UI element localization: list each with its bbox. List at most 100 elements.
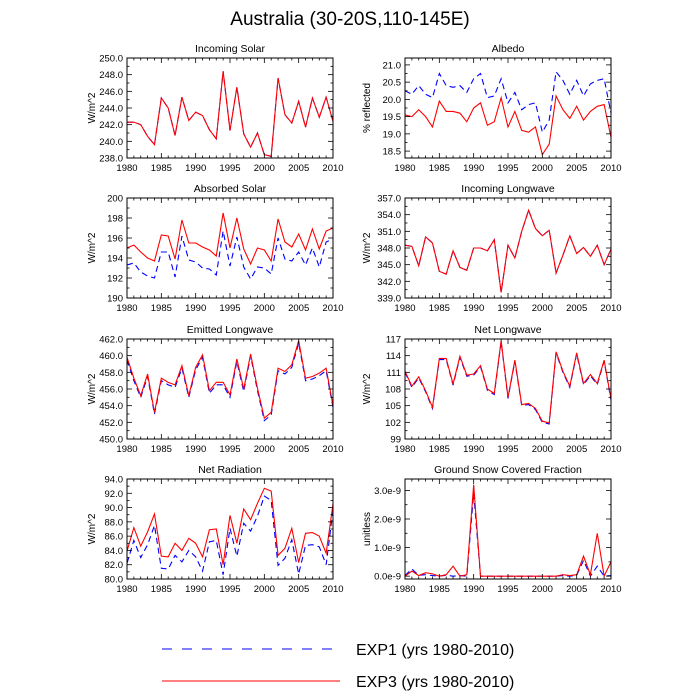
x-tick-label: 1995 [497, 584, 518, 595]
x-tick-label: 2005 [566, 584, 587, 595]
chart-panel-4: Incoming Longwave 1980 1985 1990 1995 2000 200… [362, 183, 622, 314]
series-line-exp1 [127, 230, 333, 281]
x-tick-label: 1995 [219, 303, 240, 314]
y-axis-label: W/m^2 [362, 373, 373, 404]
chart-panel-6: Net Longwave 1980 1985 1990 1995 2000 2005 2010… [362, 324, 622, 455]
y-tick-label: 339.0 [377, 294, 401, 305]
y-tick-label: 246.0 [99, 87, 123, 98]
y-tick-label: 80.0 [105, 575, 124, 586]
series-line-exp3 [405, 484, 611, 578]
y-tick-label: 456.0 [99, 385, 123, 396]
x-tick-label: 1985 [151, 584, 172, 595]
y-tick-label: 244.0 [99, 104, 123, 115]
x-tick-label: 1985 [429, 303, 450, 314]
x-tick-label: 1985 [151, 444, 172, 455]
x-tick-label: 2000 [532, 163, 553, 174]
x-tick-label: 2005 [566, 444, 587, 455]
y-tick-label: 462.0 [99, 335, 123, 346]
y-tick-label: 250.0 [99, 54, 123, 65]
chart-panel-3: Absorbed Solar 1980 1985 1990 1995 2000 2005 20… [87, 183, 344, 314]
y-tick-label: 200 [107, 194, 123, 205]
y-tick-label: 90.0 [105, 503, 124, 514]
y-tick-label: 357.0 [377, 194, 401, 205]
panel-title: Net Radiation [198, 464, 262, 476]
y-tick-label: 192 [107, 274, 123, 285]
x-tick-label: 2000 [254, 584, 275, 595]
x-tick-label: 2000 [532, 303, 553, 314]
y-tick-label: 348.0 [377, 244, 401, 255]
x-tick-label: 2000 [532, 584, 553, 595]
series-line-exp3 [405, 208, 611, 293]
y-tick-label: 117 [386, 335, 401, 346]
x-tick-label: 2010 [600, 444, 621, 455]
y-tick-label: 242.0 [99, 120, 123, 131]
x-tick-label: 2005 [566, 303, 587, 314]
x-tick-label: 2010 [600, 584, 621, 595]
panel-title: Incoming Longwave [461, 183, 555, 195]
x-tick-label: 1980 [394, 584, 415, 595]
y-tick-label: 102 [385, 418, 401, 429]
y-tick-label: 84.0 [105, 546, 124, 557]
y-tick-label: 2.0e-9 [374, 515, 401, 526]
x-tick-label: 1980 [116, 584, 137, 595]
y-tick-label: 21.0 [383, 60, 402, 71]
x-tick-label: 2010 [600, 303, 621, 314]
panel-title: Emitted Longwave [187, 324, 274, 336]
y-tick-label: 248.0 [99, 70, 123, 81]
x-tick-label: 2010 [600, 163, 621, 174]
y-tick-label: 351.0 [377, 227, 401, 238]
x-tick-label: 1995 [219, 163, 240, 174]
y-tick-label: 111 [387, 368, 401, 379]
y-tick-label: 20.5 [383, 78, 402, 89]
y-tick-label: 1.0e-9 [374, 543, 401, 554]
panel-title: Absorbed Solar [194, 183, 267, 195]
y-tick-label: 20.0 [383, 95, 402, 106]
series-line-exp1 [405, 208, 611, 293]
y-tick-label: 3.0e-9 [374, 486, 401, 497]
x-tick-label: 1995 [497, 163, 518, 174]
x-tick-label: 2000 [254, 444, 275, 455]
y-tick-label: 19.5 [383, 112, 402, 123]
y-axis-label: W/m^2 [87, 232, 98, 263]
panel-title: Incoming Solar [195, 43, 266, 55]
y-tick-label: 114 [386, 351, 401, 362]
x-tick-label: 1990 [463, 163, 484, 174]
x-tick-label: 2005 [288, 444, 309, 455]
y-tick-label: 94.0 [105, 475, 124, 486]
chart-panel-2: Albedo 1980 1985 1990 1995 2000 2005 2010 18.5 19… [362, 43, 622, 174]
y-tick-label: 238.0 [99, 154, 123, 165]
y-axis-label: W/m^2 [87, 513, 98, 544]
y-tick-label: 0.0e-9 [374, 572, 401, 583]
y-tick-label: 452.0 [99, 418, 123, 429]
x-tick-label: 1995 [497, 303, 518, 314]
x-tick-label: 2005 [566, 163, 587, 174]
y-tick-label: 345.0 [377, 260, 401, 271]
y-tick-label: 99 [390, 435, 401, 446]
y-tick-label: 105 [385, 401, 401, 412]
chart-panel-5: Emitted Longwave 1980 1985 1990 1995 2000 2005… [87, 324, 344, 455]
series-line-exp3 [127, 71, 333, 158]
x-tick-label: 1985 [151, 303, 172, 314]
y-tick-label: 194 [107, 254, 123, 265]
plot-frame [404, 338, 612, 440]
x-tick-label: 1980 [394, 444, 415, 455]
x-tick-label: 2005 [288, 303, 309, 314]
y-tick-label: 86.0 [105, 532, 124, 543]
x-tick-label: 2010 [322, 303, 343, 314]
series-line-exp3 [127, 212, 333, 266]
y-tick-label: 460.0 [99, 351, 123, 362]
series-line-exp1 [127, 343, 333, 422]
x-tick-label: 1980 [116, 303, 137, 314]
y-tick-label: 88.0 [105, 517, 124, 528]
y-tick-label: 450.0 [99, 435, 123, 446]
figure-title: Australia (30-20S,110-145E) [230, 9, 470, 30]
series-line-exp3 [127, 487, 333, 565]
x-tick-label: 2000 [254, 163, 275, 174]
series-line-exp3 [127, 340, 333, 420]
panel-title: Ground Snow Covered Fraction [434, 464, 582, 476]
chart-panel-8: Ground Snow Covered Fraction 1980 1985 1990… [362, 464, 622, 595]
x-tick-label: 2000 [532, 444, 553, 455]
x-tick-label: 1990 [185, 584, 206, 595]
x-tick-label: 1990 [463, 584, 484, 595]
